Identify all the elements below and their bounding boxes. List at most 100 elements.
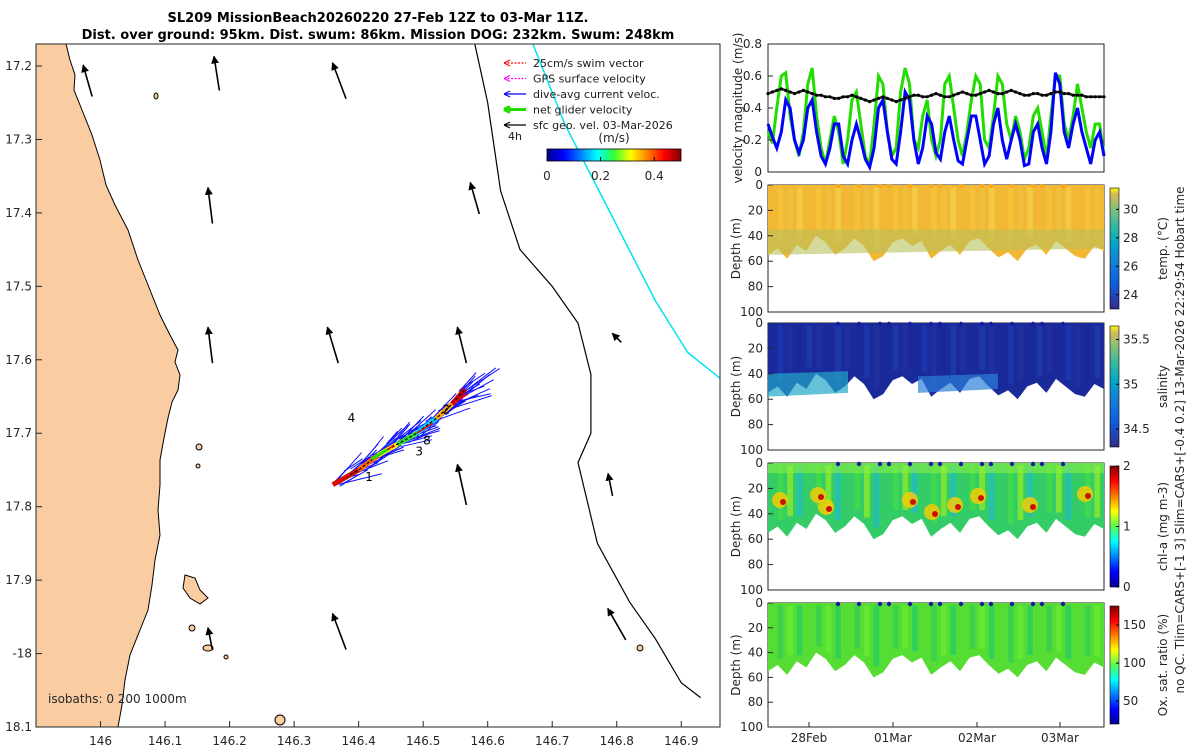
speed-point [1071,93,1075,97]
section-data-stripe [844,605,851,649]
section-data-stripe [931,605,937,662]
section-data-stripe [816,325,822,368]
legend-label: GPS surface velocity [533,73,646,86]
section-data-band [768,371,848,397]
chla-peak [826,506,832,512]
speed-point [854,95,859,99]
section-data-stripe [969,325,976,370]
geo-vector-arrow [468,181,481,215]
section-data-stripe [806,325,813,368]
surface-dot [979,183,985,189]
island [188,624,196,632]
section-data-stripe [1017,187,1024,243]
section-colorbar-label: Ox. sat. ratio (%) [1156,614,1170,716]
surface-dot [1039,601,1045,607]
section-data-stripe [1075,187,1081,250]
section-data-stripe [1017,325,1024,381]
current-vector [435,407,471,421]
section-data-stripe [1046,325,1053,373]
section-data-stripe [1094,187,1101,240]
surface-dot [979,601,985,607]
title-line-1: SL209 MissionBeach20260220 27-Feb 12Z to… [168,11,589,26]
speed-y-tick-label: 0.8 [743,37,762,51]
section-data-stripe [1065,465,1072,521]
speed-point [991,90,996,94]
speed-point [974,93,978,97]
surface-dot [835,461,841,467]
speed-colorbar [546,148,682,162]
section-colorbar-tick-label: 34.5 [1123,422,1150,436]
legend-label: 25cm/s swim vector [533,57,644,70]
section-y-tick-label: 40 [748,229,763,243]
speed-panel: 0 0.2 0.4 0.6 0.8 velocity magnitude (m/s) [731,33,1106,183]
surface-dot [1009,321,1015,327]
speed-lines [766,67,1106,172]
section-data-stripe [883,465,889,514]
map-legend: 25cm/s swim vector GPS surface velocity di… [503,57,673,132]
section-colorbar-label: salinity [1156,365,1170,408]
section-data-stripe [969,187,976,232]
section-panel-temp: 0 20 40 60 80 100 Depth (m) 24 26 28 30 temp. (°C) [729,178,1170,319]
map-y-tick-label: 18.1 [5,720,32,734]
chla-hotspot [1077,486,1093,502]
speed-point [1022,93,1027,97]
speed-point [801,88,805,92]
speed-point [983,90,987,94]
surface-dot [1039,183,1045,189]
speed-point [770,90,775,94]
section-data-stripe [883,325,889,374]
section-data-stripe [873,187,880,250]
day-marker-label: 1 [365,470,373,484]
map-y-ticks: 17.2 17.3 17.4 17.5 17.6 17.7 17.8 17.9 -18 18.1 [5,59,42,734]
speed-point [1013,90,1018,94]
colorbar-tick-label: 0 [543,169,551,183]
geo-vector-arrow [605,472,614,497]
speed-point [1036,92,1040,96]
section-data-stripe [1094,465,1101,518]
surface-dot [958,461,964,467]
speed-point [1040,93,1044,97]
section-colorbar-tick-label: 2 [1123,459,1131,473]
speed-point [779,87,783,91]
section-data-stripe [844,187,851,232]
section-data-stripe [912,187,918,235]
speed-point [868,100,872,104]
section-x-tick-label: 28Feb [791,731,828,745]
section-data-stripe [864,465,870,518]
section-data-stripe [1056,187,1062,235]
section-data-stripe [1036,605,1043,656]
geo-vector-arrow [607,607,627,641]
map-x-tick-label: 146.6 [471,734,505,748]
section-data-stripe [768,465,774,521]
section-y-tick-label: 60 [748,254,763,268]
section-data-stripe [1008,325,1014,384]
current-vector [462,385,485,395]
map-y-tick-label: 17.7 [5,426,32,440]
map-y-tick-label: 17.3 [5,132,32,146]
speed-point [969,93,973,97]
speed-point [806,90,810,94]
section-colorbar-label: chl-a (mg m-3) [1156,482,1170,571]
section-colorbar-tick-label: 24 [1123,288,1138,302]
surface-dot [907,601,913,607]
section-data-stripe [960,187,966,235]
section-data-stripe [883,605,889,653]
net-velocity-vector [370,448,389,461]
speed-point [907,95,912,99]
speed-y-tick-label: 0 [754,165,762,179]
speed-point [1058,90,1062,94]
section-data-stripe [940,465,947,517]
section-data-stripe [1036,187,1043,239]
section-colorbar-tick-label: 1 [1123,520,1131,534]
surface-dot [856,183,862,189]
map-x-tick-label: 146.2 [212,734,246,748]
speed-point [1080,93,1084,97]
chla-hotspot [818,499,834,515]
speed-point [1031,92,1035,96]
glider-track-group [331,367,500,487]
speed-point [1075,93,1080,97]
surface-dot [937,601,943,607]
colorbar-label: (m/s) [598,131,629,145]
surface-dot [835,183,841,189]
